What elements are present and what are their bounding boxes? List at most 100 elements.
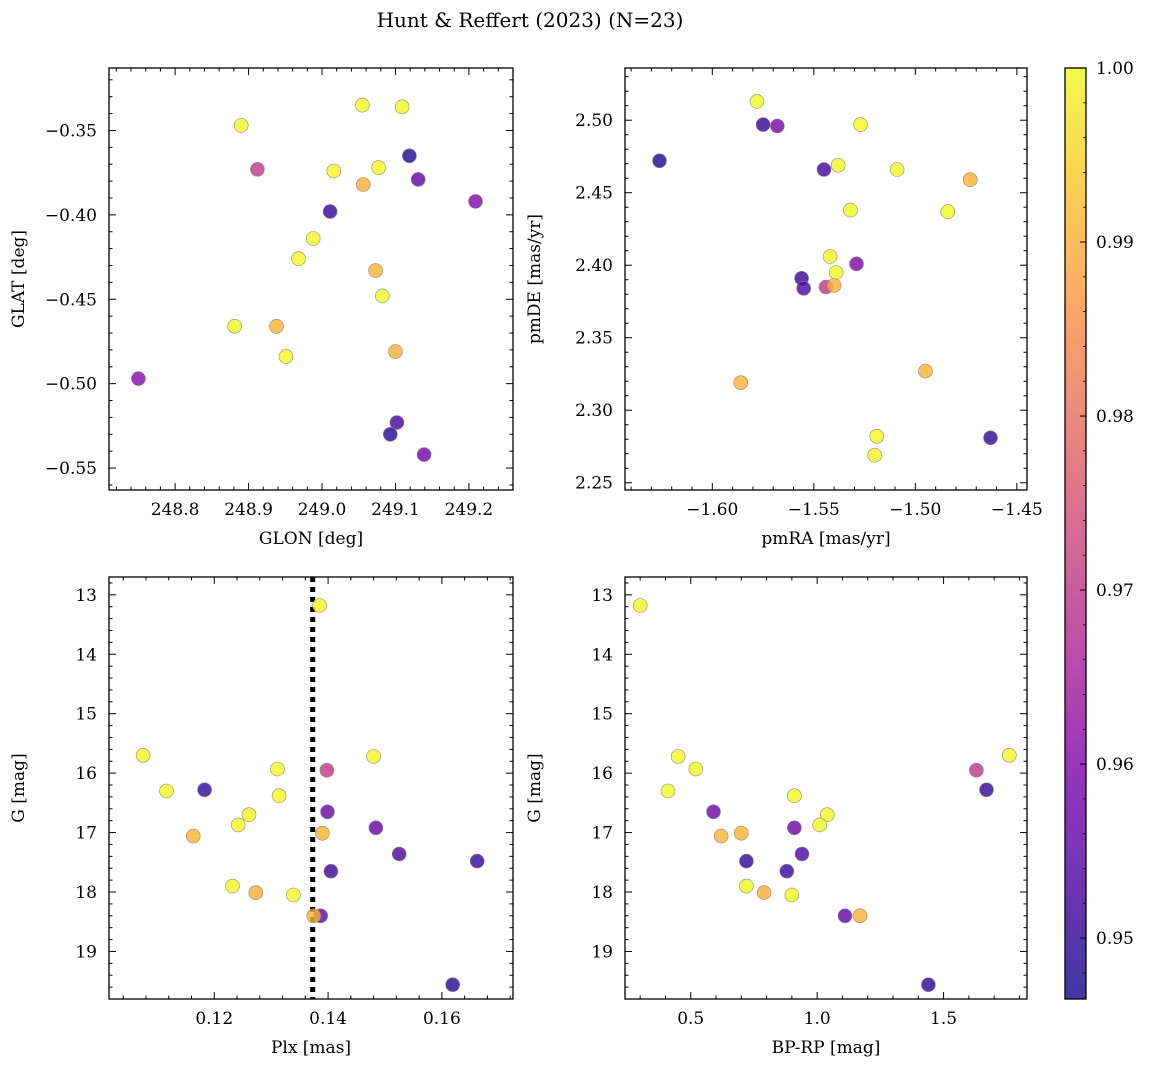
y-tick-label: 18 [591,883,613,903]
data-point [371,160,386,175]
y-tick-label: 14 [591,645,613,665]
scatter-points [632,598,1017,993]
data-point [660,783,676,799]
data-point [388,344,403,359]
y-tick-label: 16 [591,764,613,784]
y-tick-label: −0.55 [45,459,97,479]
data-point [889,162,905,177]
y-tick-label: 15 [75,705,97,725]
x-tick-label: 0.14 [309,1009,347,1029]
data-point [374,288,390,304]
y-axis-label: pmDE [mas/yr] [525,214,545,344]
data-point [323,863,339,879]
data-point [706,804,721,820]
data-point [368,820,384,836]
tick-labels: −1.60 −1.55 −1.50 −1.45 2.25 2.30 2.35 2.40 2.45… [575,111,1043,520]
x-tick-label: 249.2 [445,500,494,520]
colorbar-tick-label: 0.98 [1096,407,1134,427]
x-tick-label: 0.16 [423,1009,461,1029]
panel-bprp-g: 0.5 1.0 1.5 13 14 15 16 17 18 19 BP-RP [mag] G [mag… [525,576,1028,1058]
data-point [812,817,828,833]
data-point [248,885,264,900]
x-tick-label: 1.0 [804,1009,831,1029]
colorbar: 0.95 0.96 0.97 0.98 0.99 1.00 [1064,59,1134,1000]
data-point [733,825,749,841]
data-point [445,977,461,993]
axis-ticks [109,68,514,490]
data-point [983,430,998,446]
data-point [779,863,795,879]
y-tick-label: 16 [75,764,97,784]
x-tick-label: −1.45 [991,500,1043,520]
data-point [306,908,322,924]
y-tick-label: 13 [75,586,97,606]
data-point [225,878,240,894]
x-tick-label: 248.8 [151,500,200,520]
data-point [159,783,174,799]
data-point [843,202,858,218]
data-point [918,363,933,379]
axis-ticks [625,577,1027,1000]
data-point [784,887,800,903]
data-point [227,318,242,334]
axes-frame [624,576,1028,1000]
x-axis-label: Plx [mas] [271,1038,351,1058]
y-tick-label: −0.40 [45,206,97,226]
data-point [233,118,249,133]
data-point [355,97,370,113]
data-point [312,598,327,613]
data-point [867,447,883,463]
axes-frame [624,67,1028,491]
data-point [830,157,846,173]
y-axis-label: G [mag] [525,753,545,822]
data-point [652,153,667,169]
y-tick-label: 2.30 [575,401,613,421]
data-point [739,853,754,869]
data-point [670,749,686,764]
y-axis-label: G [mag] [9,753,29,822]
data-point [326,163,342,179]
data-point [739,878,754,894]
y-tick-label: 15 [591,705,613,725]
data-point [355,177,371,192]
panel-glon-glat: 248.8 248.9 249.0 249.1 249.2 −0.35 −0.40 −0.45… [9,67,514,549]
tick-labels: 0.12 0.14 0.16 13 14 15 16 17 18 19 [75,586,460,1029]
y-tick-label: 14 [75,645,97,665]
y-tick-label: 2.45 [575,184,613,204]
data-point [816,162,832,177]
colorbar-tick-label: 0.95 [1096,929,1134,949]
data-point [632,598,648,613]
axis-ticks [109,577,513,1000]
x-tick-label: −1.55 [788,500,840,520]
data-point [468,194,483,209]
data-point [131,371,146,386]
axes-frame [108,576,514,1000]
x-tick-label: 0.12 [195,1009,233,1029]
panel-pmra-pmde: −1.60 −1.55 −1.50 −1.45 2.25 2.30 2.35 2.40 2.45… [525,67,1043,549]
x-tick-label: 249.1 [371,500,420,520]
y-tick-label: 2.50 [575,111,613,131]
data-point [416,447,432,462]
data-point [368,263,383,278]
y-tick-label: 2.35 [575,329,613,349]
y-tick-label: 2.25 [575,474,613,494]
data-point [320,804,335,820]
tick-labels: 0.5 1.0 1.5 13 14 15 16 17 18 19 [591,586,957,1029]
data-point [787,820,802,836]
data-point [819,807,835,823]
data-point [391,846,407,862]
data-point [291,251,306,267]
x-tick-label: 248.9 [224,500,273,520]
data-point [969,762,984,778]
data-point [979,782,994,798]
data-point [394,99,410,115]
data-point [769,118,785,134]
data-point [469,853,485,869]
data-point [402,148,417,164]
scatter-points [131,97,483,462]
colorbar-tick-label: 1.00 [1096,59,1134,79]
data-point [822,249,838,264]
data-point [921,977,936,993]
data-point [749,94,765,109]
x-axis-label: BP-RP [mag] [772,1038,881,1058]
